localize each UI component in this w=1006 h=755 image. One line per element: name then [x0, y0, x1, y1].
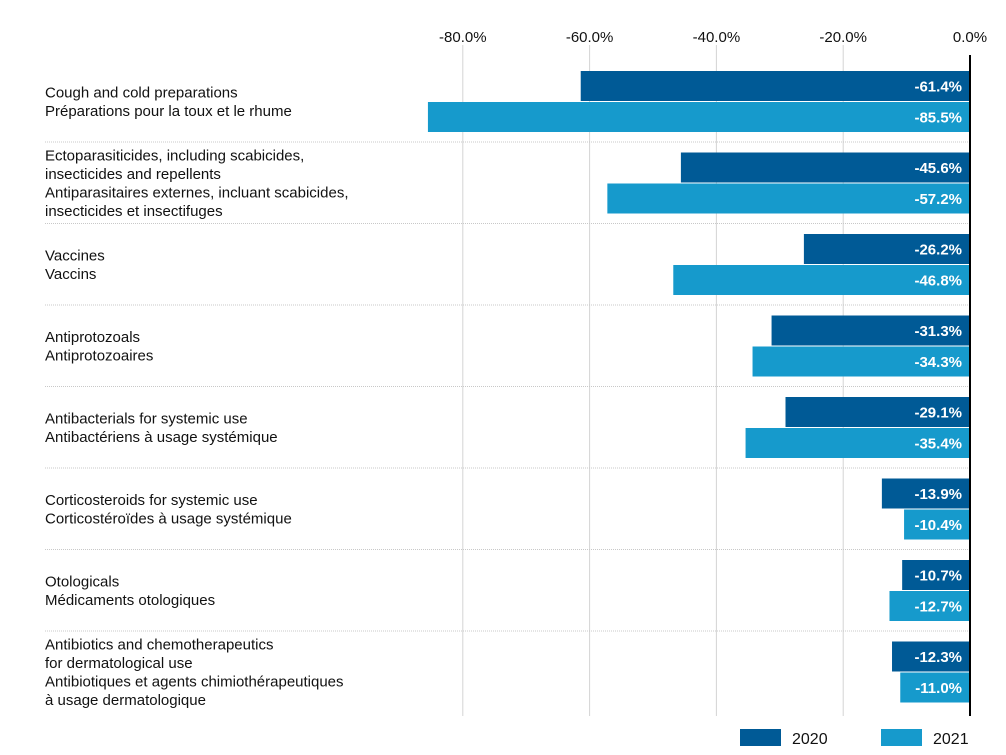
x-tick-label: -80.0% [439, 29, 487, 46]
category-label: insecticides et insectifuges [45, 203, 223, 220]
legend-label-2020: 2020 [792, 731, 828, 748]
bar-value-label: -10.4% [914, 517, 962, 534]
bar-2020 [785, 397, 970, 427]
category-label: Vaccines [45, 247, 105, 264]
bar-value-label: -29.1% [914, 405, 962, 422]
category-label: Antibacterials for systemic use [45, 410, 248, 427]
category-label: Vaccins [45, 266, 96, 283]
bar-value-label: -31.3% [914, 323, 962, 340]
bar-value-label: -35.4% [914, 436, 962, 453]
bar-value-label: -13.9% [914, 486, 962, 503]
category-label: Antibiotics and chemotherapeutics [45, 636, 273, 653]
category-label: Otologicals [45, 573, 119, 590]
category-label: Médicaments otologiques [45, 592, 215, 609]
bar-value-label: -26.2% [914, 242, 962, 259]
bar-value-label: -11.0% [915, 680, 962, 697]
bar-2020 [680, 152, 970, 183]
category-label: Corticosteroids for systemic use [45, 492, 258, 509]
category-label: Antiprotozoals [45, 329, 140, 346]
bar-value-label: -12.3% [914, 649, 962, 666]
category-label: Antibactériens à usage systémique [45, 429, 278, 446]
bar-value-label: -57.2% [914, 191, 962, 208]
x-tick-label: 0.0% [953, 29, 987, 46]
bar-2021 [745, 428, 970, 458]
bar-2021 [752, 346, 970, 377]
bar-value-label: -10.7% [914, 568, 962, 585]
category-label: Corticostéroïdes à usage systémique [45, 510, 292, 527]
bar-2021 [427, 102, 970, 132]
bar-value-label: -34.3% [914, 354, 962, 371]
bar-2020 [902, 560, 970, 590]
x-tick-label: -60.0% [566, 29, 614, 46]
category-label: Antiprotozoaires [45, 347, 153, 364]
legend-swatch-2020 [740, 729, 781, 746]
legend-swatch-2021 [881, 729, 922, 746]
category-label: Ectoparasiticides, including scabicides, [45, 147, 304, 164]
bar-2020 [881, 478, 970, 509]
bar-2020 [803, 234, 970, 264]
category-label: insecticides and repellents [45, 166, 221, 183]
category-label: for dermatological use [45, 655, 193, 672]
bar-value-label: -61.4% [914, 79, 962, 96]
bar-2021 [904, 509, 970, 540]
category-label: Préparations pour la toux et le rhume [45, 103, 292, 120]
category-label: à usage dermatologique [45, 692, 206, 709]
x-tick-label: -20.0% [819, 29, 867, 46]
bar-2020 [892, 641, 970, 672]
x-tick-label: -40.0% [693, 29, 741, 46]
bar-2021 [900, 672, 970, 703]
bar-2021 [607, 183, 970, 214]
bar-2021 [889, 591, 970, 621]
bar-2020 [580, 71, 970, 101]
bar-value-label: -85.5% [914, 110, 962, 127]
category-label: Antibiotiques et agents chimiothérapeuti… [45, 673, 344, 690]
bar-value-label: -12.7% [914, 599, 962, 616]
bar-2021 [673, 265, 970, 295]
bar-value-label: -46.8% [914, 273, 962, 290]
bar-2020 [771, 315, 970, 346]
legend-label-2021: 2021 [933, 731, 969, 748]
category-label: Cough and cold preparations [45, 84, 238, 101]
category-label: Antiparasitaires externes, incluant scab… [45, 184, 349, 201]
bar-value-label: -45.6% [914, 160, 962, 177]
